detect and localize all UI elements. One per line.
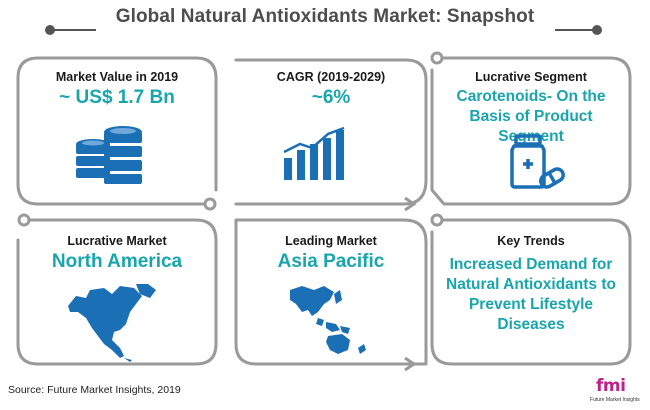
title-right-line (555, 29, 595, 31)
title-right-dot (592, 25, 602, 35)
card-value: ~6% (311, 87, 351, 108)
card-value: North America (51, 251, 183, 272)
connector-ring-1 (203, 197, 217, 211)
card-label: Market Value in 2019 (55, 70, 179, 84)
card-label: CAGR (2019-2029) (276, 70, 386, 84)
asia-pacific-map-icon (290, 286, 366, 354)
card-frame-key-trends (430, 218, 632, 366)
card-value: Asia Pacific (277, 251, 385, 272)
card-key-trends: Key Trends Increased Demand for Natural … (436, 234, 626, 335)
card-value: Increased Demand for Natural Antioxidant… (446, 256, 616, 333)
card-frame-lucrative-market (16, 218, 218, 366)
card-label: Lucrative Market (67, 234, 167, 248)
card-frame-leading-market (234, 218, 428, 366)
title-left-line (52, 29, 96, 31)
database-stack-icon (76, 126, 142, 184)
card-frame-lucrative-segment (430, 56, 632, 206)
title-left-dot (45, 25, 55, 35)
card-lucrative-market: Lucrative Market North America (22, 234, 212, 273)
logo: fmi (596, 376, 626, 396)
card-cagr: CAGR (2019-2029) ~6% (236, 70, 426, 109)
card-label: Lucrative Segment (475, 70, 587, 84)
north-america-map-icon (68, 284, 156, 362)
logo-tagline: Future Market Insights (590, 397, 640, 403)
card-leading-market: Leading Market Asia Pacific (236, 234, 426, 273)
connector-ring-4 (430, 213, 444, 227)
card-frame-market-value (16, 56, 218, 206)
rising-bar-chart-icon (283, 126, 345, 180)
card-market-value: Market Value in 2019 ~ US$ 1.7 Bn (22, 70, 212, 109)
medicine-bottle-pill-icon (510, 134, 565, 189)
card-value: ~ US$ 1.7 Bn (59, 87, 175, 108)
source-note: Source: Future Market Insights, 2019 (8, 384, 181, 396)
page-title: Global Natural Antioxidants Market: Snap… (115, 6, 535, 27)
card-label: Key Trends (497, 234, 565, 248)
card-label: Leading Market (285, 234, 377, 248)
connector-ring-3 (17, 213, 31, 227)
connector-ring-2 (430, 51, 444, 65)
connector-arrow-bottom (404, 356, 417, 372)
connector-arrow-top (404, 196, 417, 212)
